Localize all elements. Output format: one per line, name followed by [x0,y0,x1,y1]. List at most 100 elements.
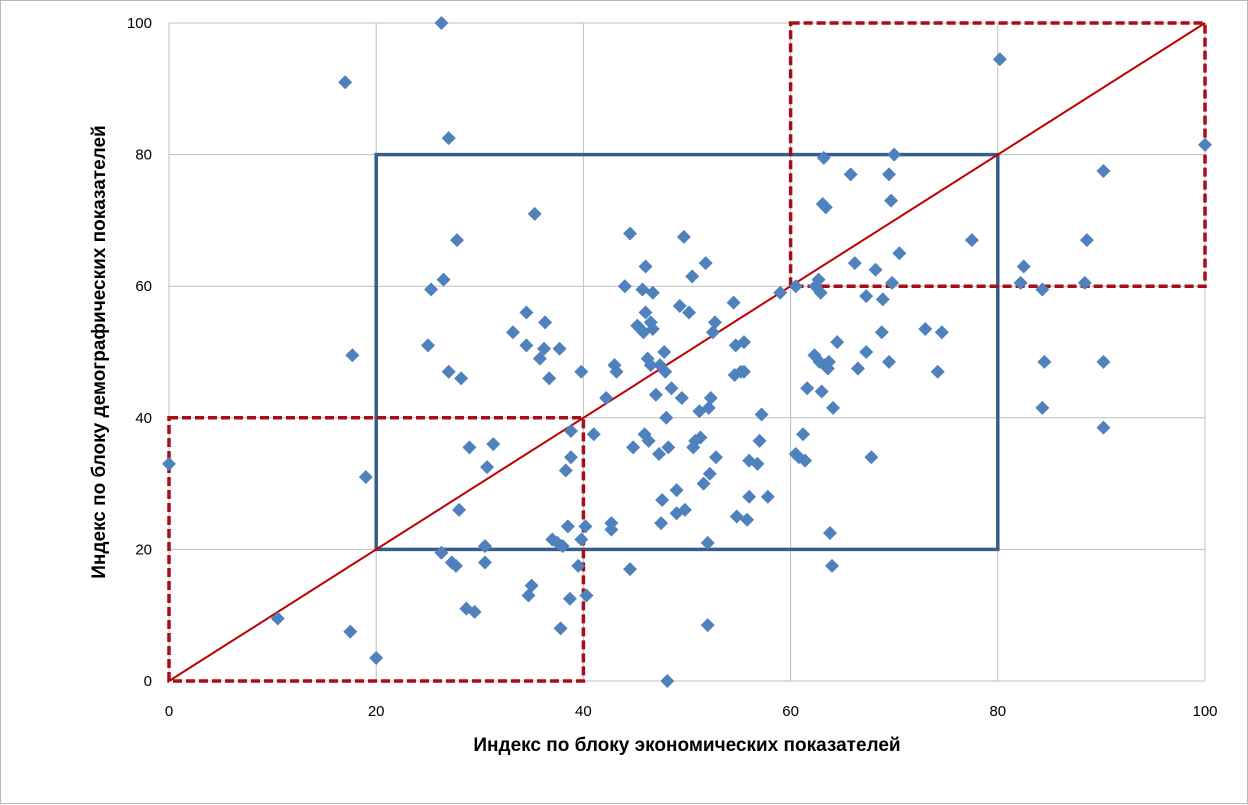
data-point [818,200,833,215]
data-point [709,450,724,465]
data-point [707,315,722,330]
data-point [480,460,495,475]
data-point [462,440,477,455]
data-point [868,262,883,277]
data-point [574,532,589,547]
data-point [643,358,658,373]
data-point [358,470,373,485]
data-point [887,147,902,162]
data-point [519,305,534,320]
diagonal-line [168,22,1206,682]
y-axis-title: Индекс по блоку демографических показате… [89,125,110,579]
data-point [558,463,573,478]
data-point [609,364,624,379]
data-point [555,539,570,554]
data-point [682,305,697,320]
data-point [1037,354,1052,369]
data-point [752,433,767,448]
data-point [826,400,841,415]
data-point [635,282,650,297]
data-point [696,476,711,491]
data-point [645,321,660,336]
data-point [773,285,788,300]
data-point [1096,420,1111,435]
data-point [1035,400,1050,415]
data-point [436,272,451,287]
data-point [604,522,619,537]
data-point [574,364,589,379]
data-point [700,535,715,550]
data-point [542,371,557,386]
data-point [934,325,949,340]
data-point [816,150,831,165]
y-tick-label: 40 [135,410,152,427]
y-tick-label: 20 [135,541,152,558]
data-point [992,52,1007,67]
y-tick-label: 100 [127,15,152,32]
x-tick-label: 60 [782,703,799,720]
data-point [705,325,720,340]
data-point [477,539,492,554]
data-point [532,351,547,366]
data-point [586,427,601,442]
data-point [760,489,775,504]
data-point [623,226,638,241]
data-point [859,289,874,304]
data-point [162,456,176,471]
data-point [658,364,673,379]
data-point [701,400,716,415]
data-point [813,285,828,300]
data-point [452,502,467,517]
data-point [830,335,845,350]
data-point [882,167,897,182]
data-point [685,269,700,284]
data-point [538,315,553,330]
central-box-layer [374,152,1000,552]
data-point [441,131,456,146]
data-point [1198,137,1212,152]
data-point [345,348,360,363]
data-point [821,354,836,369]
data-point [1013,275,1028,290]
data-point [702,466,717,481]
data-point [562,591,577,606]
data-point [796,427,811,442]
data-point [563,423,578,438]
data-point [626,440,641,455]
data-point [677,502,692,517]
points-layer [162,16,1212,688]
x-tick-labels: 0 20 40 60 80 100 [165,703,1218,720]
data-point [736,364,751,379]
data-point [676,229,691,244]
x-tick-label: 20 [368,703,385,720]
data-point [800,381,815,396]
data-point [754,407,769,422]
data-point [657,345,672,359]
data-point [441,364,456,379]
central-box [374,152,1000,552]
data-point [424,282,439,297]
data-point [672,298,687,313]
data-point [645,285,660,300]
data-point [698,256,713,271]
data-point [693,430,708,445]
data-point [964,233,979,248]
y-tick-label: 0 [144,673,152,690]
data-point [434,545,449,560]
y-tick-label: 60 [135,278,152,295]
data-point [638,305,653,320]
data-point [527,206,542,221]
data-point [822,525,837,540]
data-point [579,588,594,603]
data-point [729,509,744,524]
data-point [843,167,858,182]
data-point [736,335,751,350]
data-point [648,387,663,402]
data-point [343,624,358,639]
data-point [578,519,593,534]
data-point [270,611,285,626]
data-point [519,338,534,353]
x-tick-label: 40 [575,703,592,720]
data-point [825,558,840,573]
data-point [874,325,889,340]
